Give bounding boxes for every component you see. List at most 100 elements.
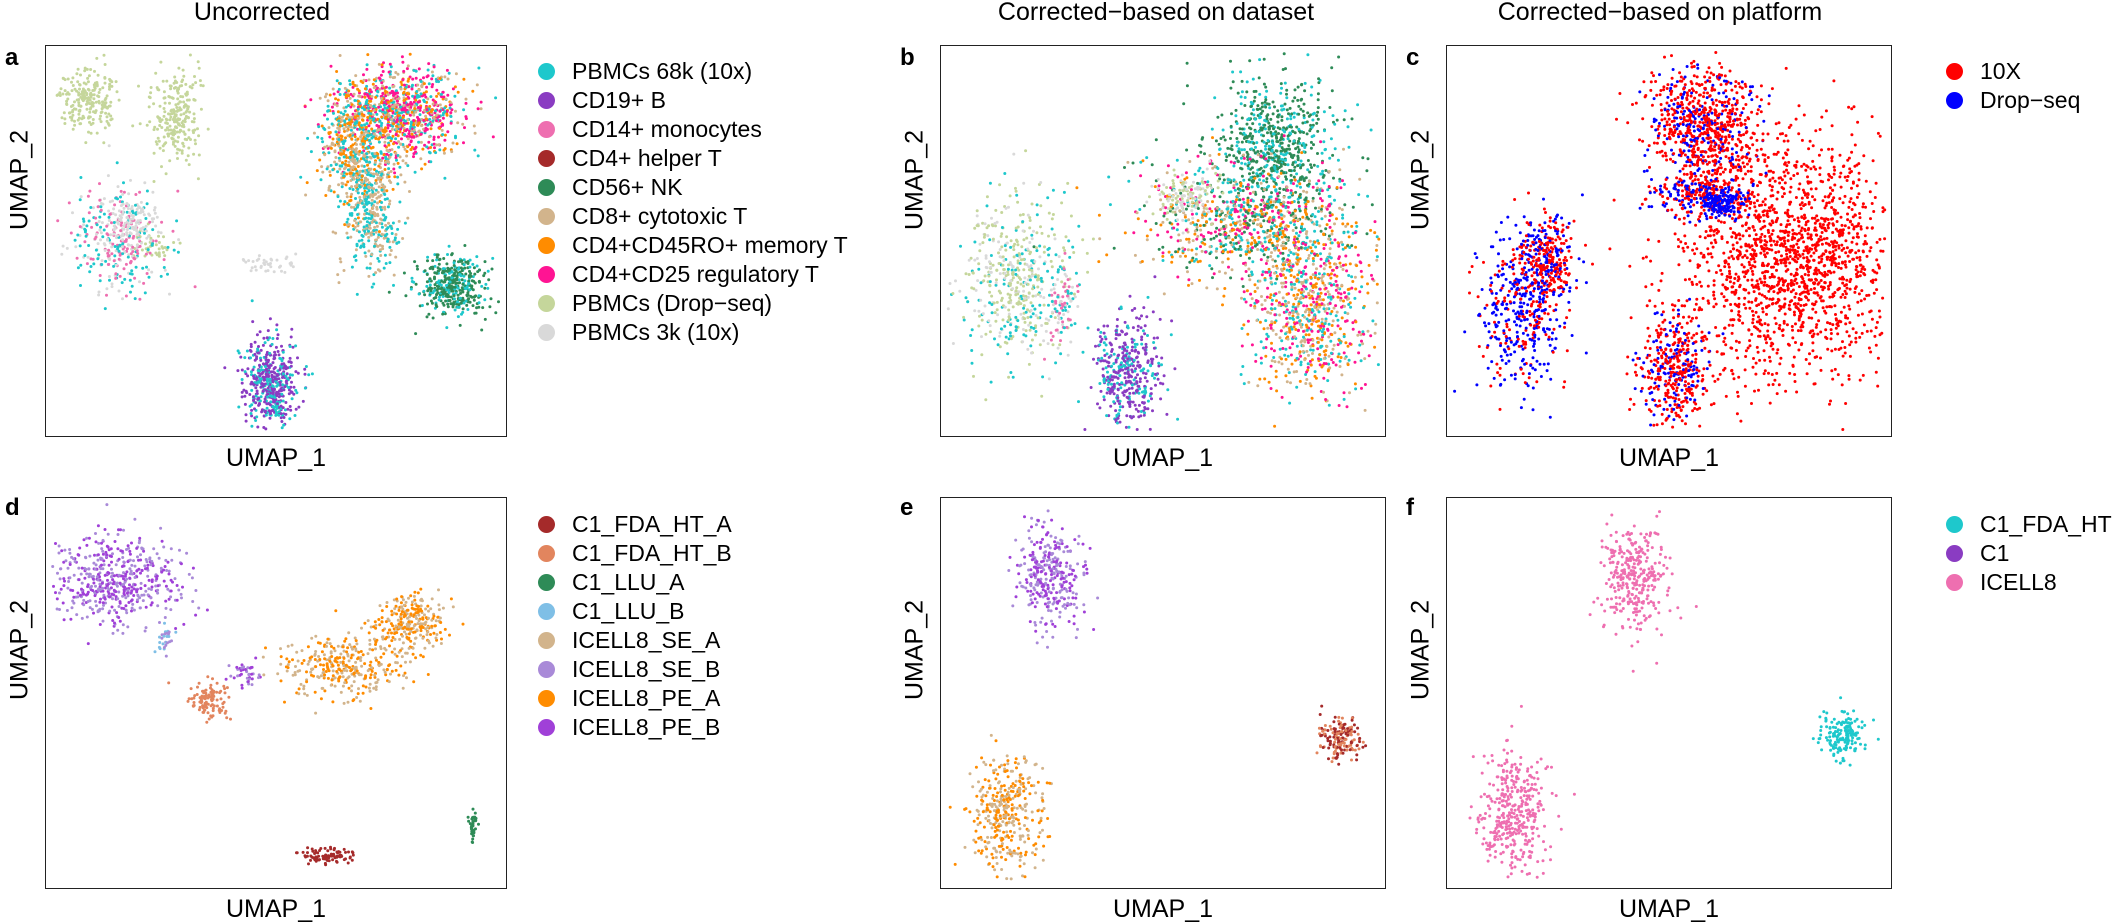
cell-point [1264, 144, 1267, 148]
cell-point [440, 128, 444, 132]
cell-point [1269, 195, 1273, 199]
cell-point [345, 129, 349, 133]
cell-point [361, 192, 364, 195]
cell-point [288, 373, 292, 377]
cell-point [1288, 125, 1292, 129]
cell-point [470, 286, 474, 290]
cell-point [106, 174, 110, 178]
cell-point [354, 258, 358, 262]
cell-point [129, 221, 133, 225]
legend-item: CD4+ helper T [538, 144, 848, 173]
cell-point [1283, 102, 1287, 106]
cell-point [101, 100, 104, 104]
cell-point [1230, 144, 1234, 148]
cell-point [358, 169, 362, 173]
cell-point [370, 198, 374, 202]
cell-point [1235, 137, 1239, 140]
cell-point [369, 183, 373, 187]
cell-point [390, 232, 394, 235]
cell-point [158, 124, 162, 127]
cell-point [1254, 192, 1258, 196]
cell-point [1250, 185, 1254, 189]
cell-point [78, 244, 82, 248]
cell-point [252, 395, 255, 399]
cell-point [1284, 67, 1287, 71]
cell-point [364, 176, 368, 180]
cell-point [1296, 98, 1300, 102]
cell-point [398, 111, 401, 115]
cell-point [1319, 140, 1323, 144]
cell-point [87, 244, 91, 247]
cell-point [73, 119, 76, 123]
cell-point [360, 123, 364, 127]
cell-point [375, 207, 379, 211]
cell-point [172, 248, 176, 252]
cell-point [71, 211, 74, 215]
cell-point [184, 158, 188, 162]
cell-point [303, 372, 307, 376]
cell-point [406, 103, 410, 107]
cell-point [180, 151, 184, 155]
cell-point [277, 413, 281, 417]
cell-point [187, 146, 191, 150]
cell-point [173, 75, 177, 79]
cell-point [1298, 230, 1302, 234]
cell-point [108, 200, 112, 204]
cell-point [1259, 181, 1263, 185]
cell-point [1259, 209, 1263, 213]
legend-label: CD14+ monocytes [572, 116, 762, 142]
cell-point [77, 93, 81, 97]
cell-point [458, 281, 462, 285]
cell-point [379, 217, 383, 221]
cell-point [129, 290, 132, 294]
cell-point [240, 378, 244, 381]
cell-point [339, 137, 343, 141]
cell-point [98, 198, 102, 202]
cell-point [1196, 207, 1200, 210]
cell-point [417, 117, 420, 121]
cell-point [1256, 231, 1260, 235]
cell-point [1293, 96, 1297, 100]
cell-point [65, 99, 69, 103]
cell-point [359, 220, 363, 224]
cell-point [359, 135, 363, 139]
cell-point [256, 351, 260, 355]
cell-point [158, 104, 162, 108]
cell-point [345, 231, 349, 235]
cell-point [425, 284, 429, 288]
cell-point [1346, 244, 1350, 248]
cell-point [1276, 109, 1280, 113]
cell-point [56, 93, 60, 97]
cell-point [266, 382, 270, 386]
cell-point [435, 255, 439, 259]
cell-point [1274, 188, 1278, 192]
cell-point [258, 369, 262, 373]
cell-point [344, 163, 348, 166]
cell-point [460, 269, 464, 273]
cell-point [452, 264, 456, 267]
cell-point [187, 128, 191, 132]
cell-point [366, 94, 370, 98]
cell-point [1285, 96, 1289, 100]
cell-point [164, 128, 168, 132]
cell-point [265, 336, 269, 340]
cell-point [391, 111, 395, 115]
legend-item: CD14+ monocytes [538, 115, 848, 144]
cell-point [121, 247, 125, 251]
cell-point [1328, 156, 1332, 160]
cell-point [1244, 270, 1248, 273]
cell-point [1275, 239, 1279, 243]
cell-point [146, 248, 150, 252]
cell-point [292, 385, 296, 389]
cell-point [149, 236, 153, 240]
cell-point [392, 283, 395, 287]
cell-point [451, 305, 455, 309]
cell-point [93, 86, 97, 90]
cell-point [130, 284, 134, 288]
cell-point [144, 217, 148, 220]
cell-point [1234, 156, 1238, 160]
cell-point [88, 189, 92, 193]
cell-point [114, 272, 118, 276]
cell-point [1246, 196, 1250, 200]
cell-point [176, 140, 180, 144]
